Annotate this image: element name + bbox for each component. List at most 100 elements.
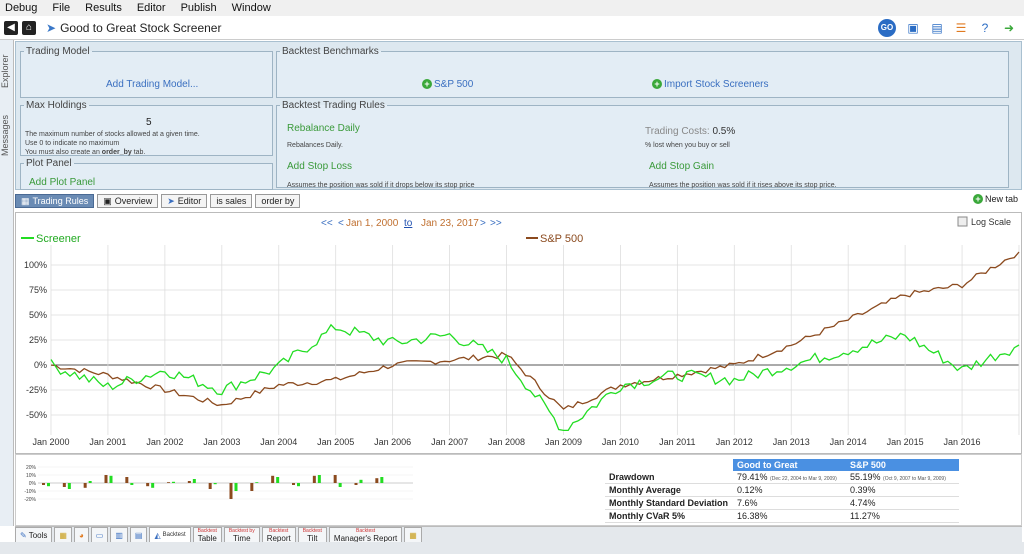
- tab-label: Editor: [177, 196, 202, 206]
- trading-costs-description: % lost when you buy or sell: [645, 142, 730, 149]
- new-tab-button[interactable]: + New tab: [972, 194, 1018, 204]
- rebalance-daily-link[interactable]: Rebalance Daily: [287, 123, 360, 134]
- go-button[interactable]: GO: [878, 19, 896, 37]
- x-tick-label: Jan 2014: [830, 437, 867, 447]
- bars-icon: ▥: [115, 530, 123, 540]
- x-tick-label: Jan 2007: [431, 437, 468, 447]
- x-tick-label: Jan 2003: [203, 437, 240, 447]
- tab-overview[interactable]: ▣ Overview: [97, 194, 159, 208]
- menu-file[interactable]: File: [52, 2, 71, 14]
- tab-backtest-table[interactable]: Backtest Table: [192, 527, 222, 543]
- toolbar: ◀ ⌂ ➤ Good to Great Stock Screener GO ▣ …: [0, 16, 1024, 40]
- mini-bar-screener: [276, 477, 280, 483]
- end-date[interactable]: Jan 23, 2017: [421, 218, 479, 229]
- mini-bar-screener: [255, 482, 259, 483]
- mini-bar-sp500: [42, 483, 45, 485]
- explorer-tab[interactable]: Explorer: [0, 54, 10, 88]
- value: 79.41%: [737, 472, 768, 482]
- trading-costs[interactable]: Trading Costs: 0.5%: [645, 126, 735, 137]
- x-tick-label: Jan 2010: [602, 437, 639, 447]
- mini-bar-sp500: [104, 475, 108, 483]
- exit-icon[interactable]: ➜: [1003, 21, 1015, 35]
- backtest-trading-rules-group: Backtest Trading Rules Rebalance Daily R…: [276, 100, 1009, 189]
- add-plot-panel-link[interactable]: Add Plot Panel: [29, 177, 96, 188]
- tab-icon-3[interactable]: ▭: [90, 527, 109, 542]
- tab-managers-report[interactable]: Backtest Manager's Report: [328, 527, 403, 543]
- add-trading-model-link[interactable]: Add Trading Model...: [106, 79, 199, 90]
- document-title-text: Good to Great Stock Screener: [60, 20, 222, 35]
- tab-backtest[interactable]: ◭ Backtest: [149, 527, 191, 542]
- tab-order-by[interactable]: order by: [255, 194, 301, 208]
- x-tick-label: Jan 2005: [317, 437, 354, 447]
- value-note: (Oct 9, 2007 to Mar 9, 2009): [883, 476, 946, 482]
- tab-editor[interactable]: ➤ Editor: [161, 194, 208, 208]
- tab-icon-1[interactable]: ▦: [54, 527, 72, 542]
- row-value-a: 7.6%: [733, 496, 846, 510]
- sp500-benchmark-link[interactable]: + S&P 500: [422, 79, 473, 90]
- nav-prev[interactable]: <: [338, 218, 344, 229]
- log-scale-checkbox[interactable]: [957, 216, 968, 227]
- add-stop-loss-link[interactable]: Add Stop Loss: [287, 161, 353, 172]
- mini-bar-sp500: [271, 475, 275, 483]
- back-icon[interactable]: ◀: [4, 20, 18, 35]
- desc-line-3a: You must also create an: [25, 149, 102, 156]
- row-label: Monthly Average: [605, 483, 733, 497]
- add-stop-gain-link[interactable]: Add Stop Gain: [649, 161, 715, 172]
- menu-results[interactable]: Results: [85, 2, 122, 14]
- mini-bar-screener: [151, 483, 155, 488]
- tab-tools[interactable]: ✎ Tools: [15, 527, 53, 542]
- mini-bar-screener: [297, 483, 300, 487]
- mini-bar-screener: [234, 483, 238, 491]
- home-icon[interactable]: ⌂: [22, 20, 36, 35]
- messages-tab[interactable]: Messages: [0, 114, 10, 156]
- mini-bar-screener: [47, 483, 50, 487]
- chart-icon[interactable]: ▣: [907, 21, 919, 35]
- tab-trading-rules[interactable]: ▦ Trading Rules: [15, 194, 95, 208]
- menu-editor[interactable]: Editor: [136, 2, 166, 14]
- nav-next[interactable]: >: [480, 218, 486, 229]
- tab-label: Trading Rules: [32, 196, 89, 206]
- nav-last[interactable]: >>: [490, 218, 502, 229]
- tab-backtest-tilt[interactable]: Backtest Tilt: [297, 527, 327, 543]
- value-note: (Dec 22, 2004 to Mar 9, 2009): [770, 476, 837, 482]
- tab-icon-2[interactable]: ◕: [73, 527, 89, 542]
- tab-icon-4[interactable]: ▥: [110, 527, 128, 542]
- log-scale-label: Log Scale: [971, 217, 1011, 227]
- editor-tabs: ▦ Trading Rules ▣ Overview ➤ Editor is sale…: [15, 193, 1022, 209]
- x-tick-label: Jan 2011: [659, 437, 695, 447]
- row-value-a: 79.41% (Dec 22, 2004 to Mar 9, 2009): [733, 471, 846, 484]
- max-holdings-value[interactable]: 5: [146, 117, 152, 128]
- nav-first[interactable]: <<: [321, 218, 333, 229]
- start-date[interactable]: Jan 1, 2000: [346, 218, 399, 229]
- x-tick-label: Jan 2000: [32, 437, 69, 447]
- save-icon[interactable]: ▤: [931, 21, 943, 35]
- document-title: ➤ Good to Great Stock Screener: [46, 21, 221, 35]
- tab-backtest-by-time[interactable]: Backtest by Time: [223, 527, 260, 543]
- x-tick-label: Jan 2009: [545, 437, 582, 447]
- tab-backtest-report[interactable]: Backtest Report: [261, 527, 296, 543]
- list-icon[interactable]: ☰: [955, 21, 967, 35]
- stats-header-row: Good to Great S&P 500: [605, 459, 959, 471]
- row-value-a: 16.38%: [733, 509, 846, 523]
- menu-publish[interactable]: Publish: [180, 2, 217, 14]
- menu-window[interactable]: Window: [231, 2, 271, 14]
- tab-label: Report: [266, 534, 291, 543]
- to-link[interactable]: to: [404, 218, 413, 229]
- row-value-a: 0.12%: [733, 483, 846, 497]
- tab-is-sales[interactable]: is sales: [210, 194, 253, 208]
- tab-label: Tilt: [307, 534, 318, 543]
- mini-bar-screener: [192, 479, 196, 483]
- screener-icon: ➤: [46, 20, 57, 35]
- tab-icon-6[interactable]: ▦: [404, 527, 422, 542]
- menu-debug[interactable]: Debug: [5, 2, 38, 14]
- mini-y-tick-label: 20%: [26, 465, 37, 471]
- mini-bar-sp500: [229, 483, 233, 499]
- tab-icon-5[interactable]: ▤: [129, 527, 148, 542]
- import-stock-screeners-link[interactable]: + Import Stock Screeners: [652, 79, 768, 90]
- stop-gain-description: Assumes the position was sold if it rise…: [649, 182, 837, 189]
- help-icon[interactable]: ?: [981, 21, 989, 35]
- y-tick-label: -25%: [26, 385, 47, 395]
- x-tick-label: Jan 2001: [89, 437, 126, 447]
- row-value-b: 11.27%: [846, 509, 959, 523]
- desc-order-by: order_by: [101, 149, 132, 156]
